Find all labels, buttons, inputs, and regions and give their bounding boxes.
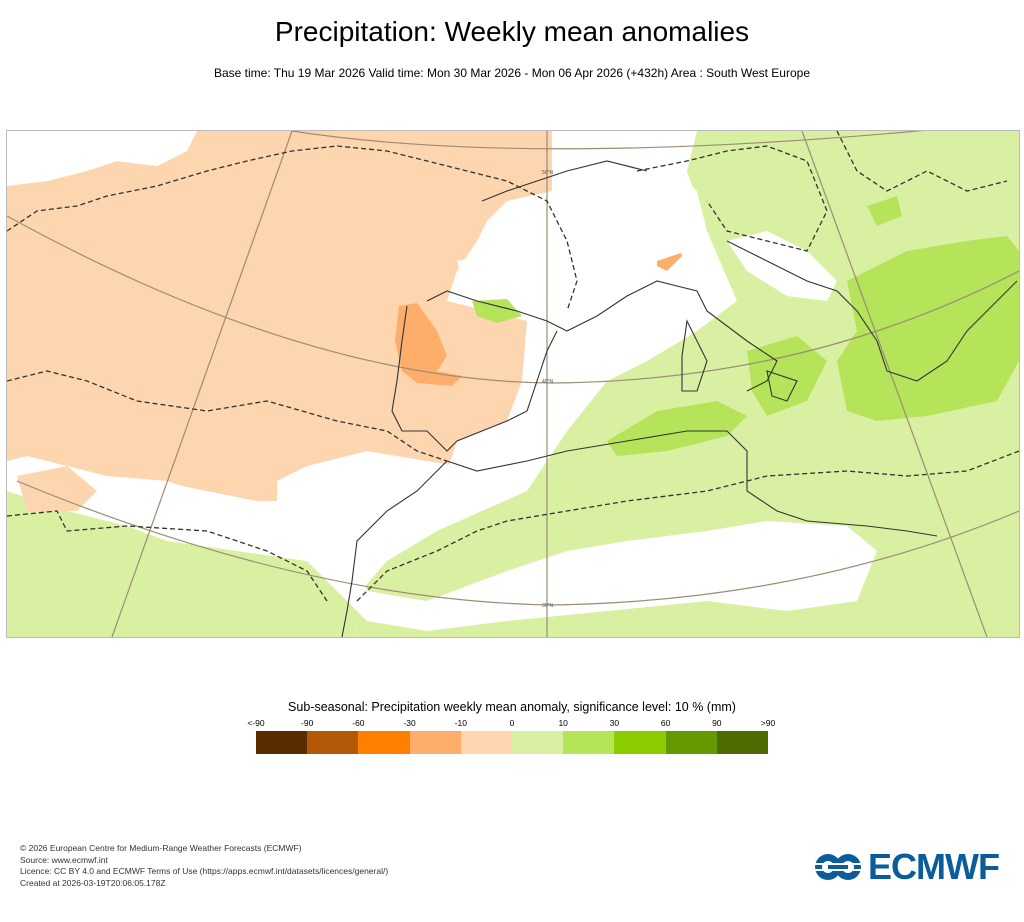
region-neutral-france [457,246,532,306]
legend-swatch [716,731,769,754]
lat-label-30n: 30°N [542,603,554,609]
legend-swatch [409,731,461,754]
region-wet-north-africa [607,401,747,456]
region-wet-italy-south [747,336,827,416]
region-wet-central-france [472,299,522,323]
map-canvas: 50°N 40°N 30°N [7,131,1019,637]
legend-swatch [460,731,513,754]
region-neutral-north [7,131,192,186]
region-wet-hungary [867,196,902,226]
region-neutral-adriatic [727,231,837,301]
legend-tick: 0 [509,718,515,728]
legend-tick: <-90 [247,718,265,728]
licence-text: Licence: CC BY 4.0 and ECMWF Terms of Us… [20,866,389,876]
region-wet-balkans-greece [837,236,1019,421]
legend-tick: -90 [301,718,314,728]
legend-tick: 10 [558,718,568,728]
legend-tick: -10 [454,718,467,728]
legend-swatch [563,731,615,754]
region-light-wet-east [352,131,1019,637]
legend-tick: 90 [712,718,722,728]
created-text: Created at 2026-03-19T20:06:05.178Z [20,877,166,888]
legend-swatch [256,731,308,754]
legend-tick: 30 [609,718,620,728]
legend-title: Sub-seasonal: Precipitation weekly mean … [288,700,736,714]
significance-contours [7,131,1019,602]
source-text: Source: www.ecmwf.int [20,854,108,865]
ecmwf-logo-text: ECMWF [868,846,1000,887]
precipitation-anomaly-map: 50°N 40°N 30°N [6,130,1020,638]
graticule [7,131,1019,637]
lat-label-50n: 50°N [542,170,554,176]
region-light-dry-atlantic [7,131,567,501]
region-neutral-alps-north [567,146,707,271]
legend-swatch [512,731,564,754]
legend-colorbar [256,731,769,754]
region-dry-portugal [395,303,462,386]
legend-swatch [307,731,359,754]
footer-credits: © 2026 European Centre for Medium-Range … [20,843,388,889]
legend-tick: 60 [660,718,671,728]
region-light-dry-sw [17,466,97,511]
chart-subtitle: Base time: Thu 19 Mar 2026 Valid time: M… [213,66,810,80]
lat-label-40n: 40°N [542,379,554,385]
legend-tick: >90 [760,718,776,728]
legend-swatch [614,731,666,754]
region-neutral-sahara [157,481,877,631]
legend-swatch [358,731,410,754]
legend-swatch [665,731,717,754]
legend-tick: -60 [352,718,365,728]
legend-tick: -30 [403,718,416,728]
chart-title: Precipitation: Weekly mean anomalies [274,16,750,47]
coastlines [341,160,1018,637]
copyright-text: © 2026 European Centre for Medium-Range … [20,843,302,853]
ecmwf-logo: ECMWF [814,846,1000,888]
ecmwf-emblem-icon [814,854,862,880]
legend-ticks: <-90 -90 -60 -30 -10 0 10 30 60 90 >90 [247,718,775,730]
region-neutral-west-med [447,281,707,471]
region-light-wet-southwest [7,491,357,637]
